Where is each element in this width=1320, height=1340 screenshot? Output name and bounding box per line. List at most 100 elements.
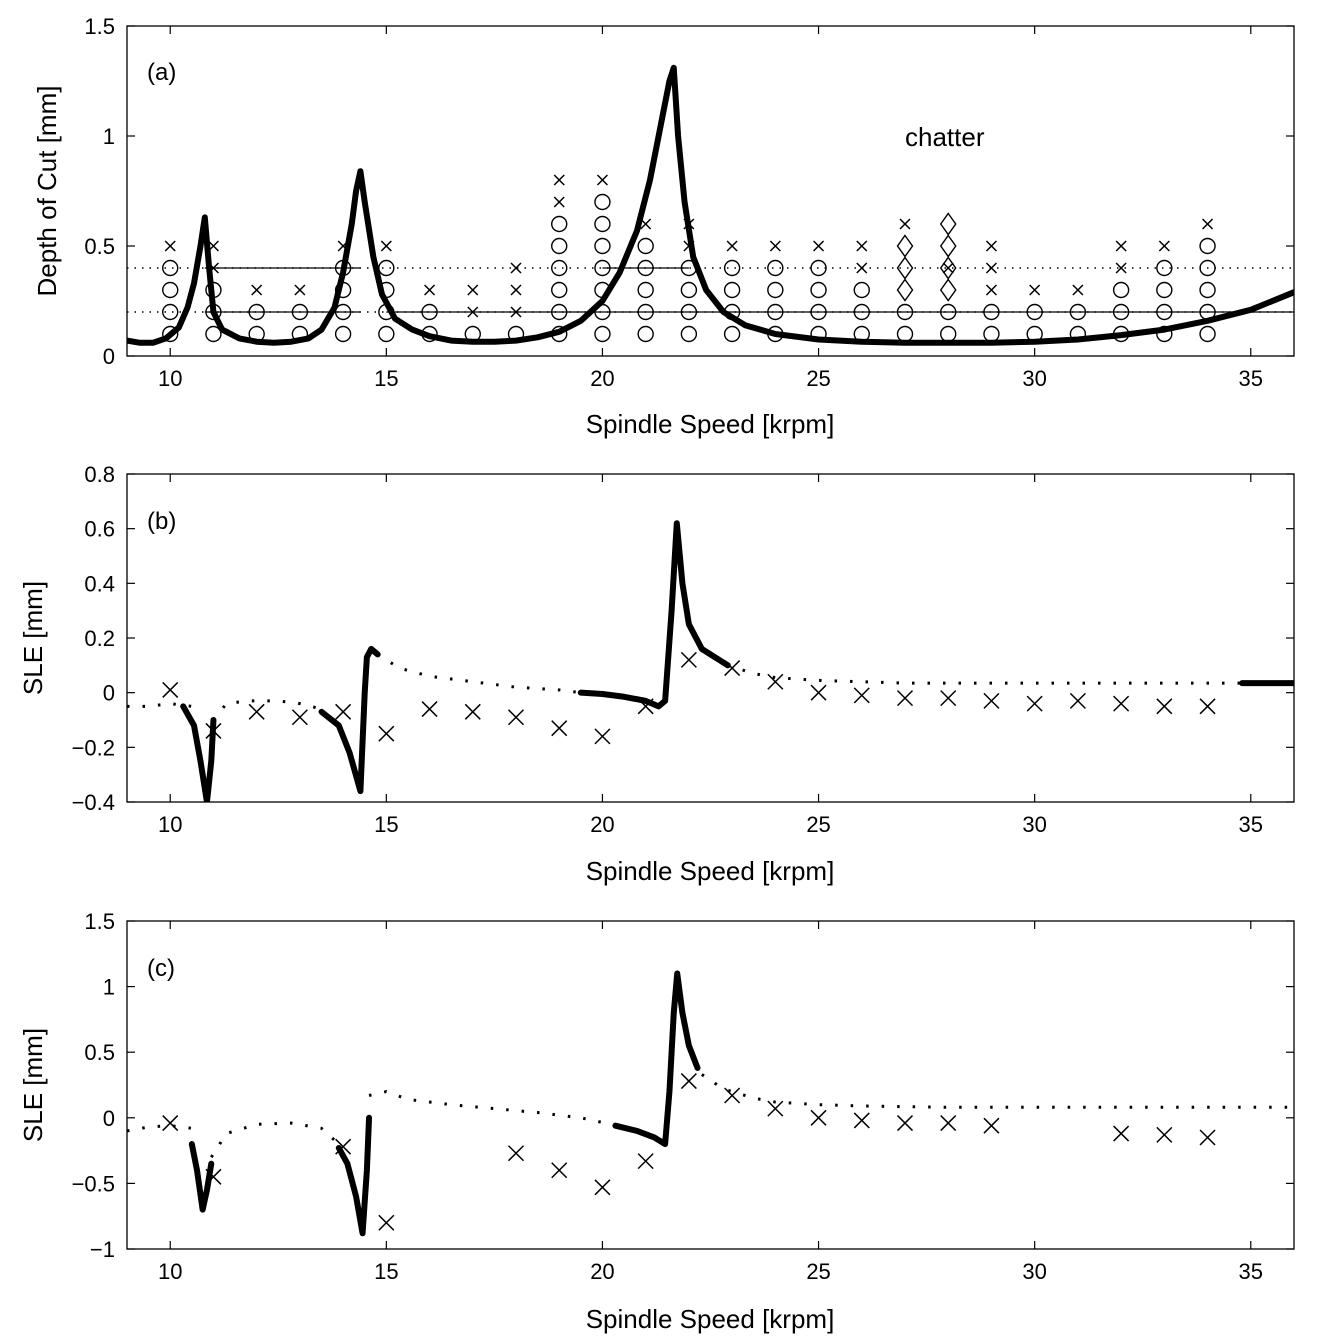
data-point-circle bbox=[594, 325, 611, 343]
data-point-circle bbox=[334, 325, 352, 343]
data-point-circle bbox=[1156, 259, 1173, 277]
x-stroke bbox=[985, 262, 997, 274]
data-point-circle bbox=[723, 259, 741, 277]
data-point-x bbox=[207, 262, 219, 274]
panel-b-tag: (b) bbox=[147, 508, 176, 535]
x-stroke bbox=[724, 660, 741, 677]
prediction-line bbox=[180, 703, 217, 802]
x-stroke bbox=[896, 690, 914, 707]
x-stroke bbox=[1069, 692, 1086, 709]
x-tick-label: 20 bbox=[590, 366, 614, 391]
x-stroke bbox=[378, 1214, 395, 1231]
data-point-circle bbox=[378, 303, 395, 321]
data-point-x bbox=[985, 262, 997, 274]
x-stroke bbox=[1158, 240, 1170, 252]
x-stroke bbox=[1199, 698, 1216, 715]
x-stroke bbox=[896, 1115, 914, 1132]
data-point-x bbox=[378, 725, 395, 742]
x-stroke bbox=[637, 698, 654, 715]
x-stroke bbox=[596, 174, 608, 186]
x-tick-label: 25 bbox=[806, 812, 830, 837]
x-stroke bbox=[1026, 695, 1043, 712]
data-point-circle bbox=[1156, 281, 1173, 299]
data-point-circle bbox=[767, 259, 784, 277]
data-point-diamond bbox=[896, 256, 914, 280]
y-tick-label: −0.5 bbox=[72, 1171, 115, 1196]
data-point-circle bbox=[162, 281, 179, 299]
data-point-x bbox=[551, 720, 568, 737]
data-point-circle bbox=[767, 303, 784, 321]
data-point-x bbox=[1156, 698, 1173, 715]
x-stroke bbox=[637, 1153, 654, 1170]
data-point-diamond bbox=[939, 256, 957, 280]
x-stroke bbox=[985, 284, 997, 296]
prediction-line bbox=[335, 1114, 373, 1237]
data-point-circle bbox=[594, 281, 611, 299]
x-tick-label: 15 bbox=[374, 1259, 398, 1284]
data-point-circle bbox=[1156, 303, 1173, 321]
x-stroke bbox=[467, 306, 479, 318]
data-point-x bbox=[291, 709, 308, 726]
data-point-circle bbox=[1156, 325, 1173, 343]
y-tick-label: 1.5 bbox=[84, 14, 115, 39]
panel-c-ticks: 10 15 20 25 30 35 −1 −0.5 0 0.5 1 1.5 bbox=[72, 909, 1294, 1284]
panel-b: 10 15 20 25 30 35 −0.4 −0.2 0 0.2 0.4 0.6 0.8 (b) Sp… bbox=[18, 462, 1295, 886]
x-stroke bbox=[162, 681, 179, 698]
x-tick-label: 20 bbox=[590, 1259, 614, 1284]
data-point-x bbox=[724, 1087, 741, 1104]
prediction-line bbox=[127, 702, 193, 708]
data-point-circle bbox=[551, 215, 568, 233]
data-point-x bbox=[248, 703, 265, 720]
x-stroke bbox=[205, 722, 222, 739]
data-point-circle bbox=[334, 259, 352, 277]
data-point-circle bbox=[594, 193, 611, 211]
data-point-x bbox=[1113, 695, 1130, 712]
data-point-circle bbox=[205, 325, 222, 343]
data-point-x bbox=[942, 262, 954, 274]
data-point-circle bbox=[680, 303, 698, 321]
x-tick-label: 15 bbox=[374, 812, 398, 837]
panel-b-xlabel: Spindle Speed [krpm] bbox=[586, 856, 835, 886]
data-point-circle bbox=[637, 281, 654, 299]
y-tick-label: 0.4 bbox=[84, 571, 115, 596]
x-stroke bbox=[507, 1145, 525, 1162]
data-point-x bbox=[1069, 692, 1086, 709]
y-tick-label: 0.5 bbox=[84, 1040, 115, 1065]
data-point-circle bbox=[551, 325, 568, 343]
data-point-x bbox=[680, 1073, 697, 1090]
data-point-x bbox=[380, 240, 392, 252]
data-point-x bbox=[940, 1115, 957, 1132]
data-point-x bbox=[510, 284, 522, 296]
data-point-x bbox=[164, 240, 176, 252]
data-point-circle bbox=[1069, 303, 1087, 321]
data-point-circle bbox=[680, 281, 698, 299]
data-point-x bbox=[205, 1168, 222, 1185]
data-point-circle bbox=[205, 281, 222, 299]
x-stroke bbox=[640, 218, 652, 230]
data-point-circle bbox=[334, 303, 352, 321]
x-tick-label: 10 bbox=[158, 1259, 182, 1284]
data-point-circle bbox=[334, 281, 352, 299]
data-point-circle bbox=[810, 325, 827, 343]
x-stroke bbox=[767, 1100, 784, 1117]
x-stroke bbox=[983, 692, 1000, 709]
data-point-x bbox=[335, 703, 352, 720]
data-point-circle bbox=[723, 325, 741, 343]
x-stroke bbox=[940, 1115, 957, 1132]
x-stroke bbox=[507, 709, 525, 726]
data-point-circle bbox=[378, 281, 395, 299]
x-stroke bbox=[1115, 240, 1127, 252]
data-point-circle bbox=[162, 325, 179, 343]
x-tick-label: 10 bbox=[158, 366, 182, 391]
data-point-circle bbox=[1112, 281, 1130, 299]
data-point-diamond bbox=[939, 234, 957, 258]
data-point-x bbox=[421, 701, 438, 718]
x-stroke bbox=[594, 1179, 611, 1196]
data-point-x bbox=[767, 1100, 784, 1117]
panel-a-ylabel: Depth of Cut [mm] bbox=[32, 86, 62, 297]
data-point-circle bbox=[810, 259, 827, 277]
x-stroke bbox=[467, 284, 479, 296]
panel-c-frame bbox=[126, 920, 1295, 1250]
x-stroke bbox=[1156, 698, 1173, 715]
panel-b-frame bbox=[126, 473, 1295, 803]
